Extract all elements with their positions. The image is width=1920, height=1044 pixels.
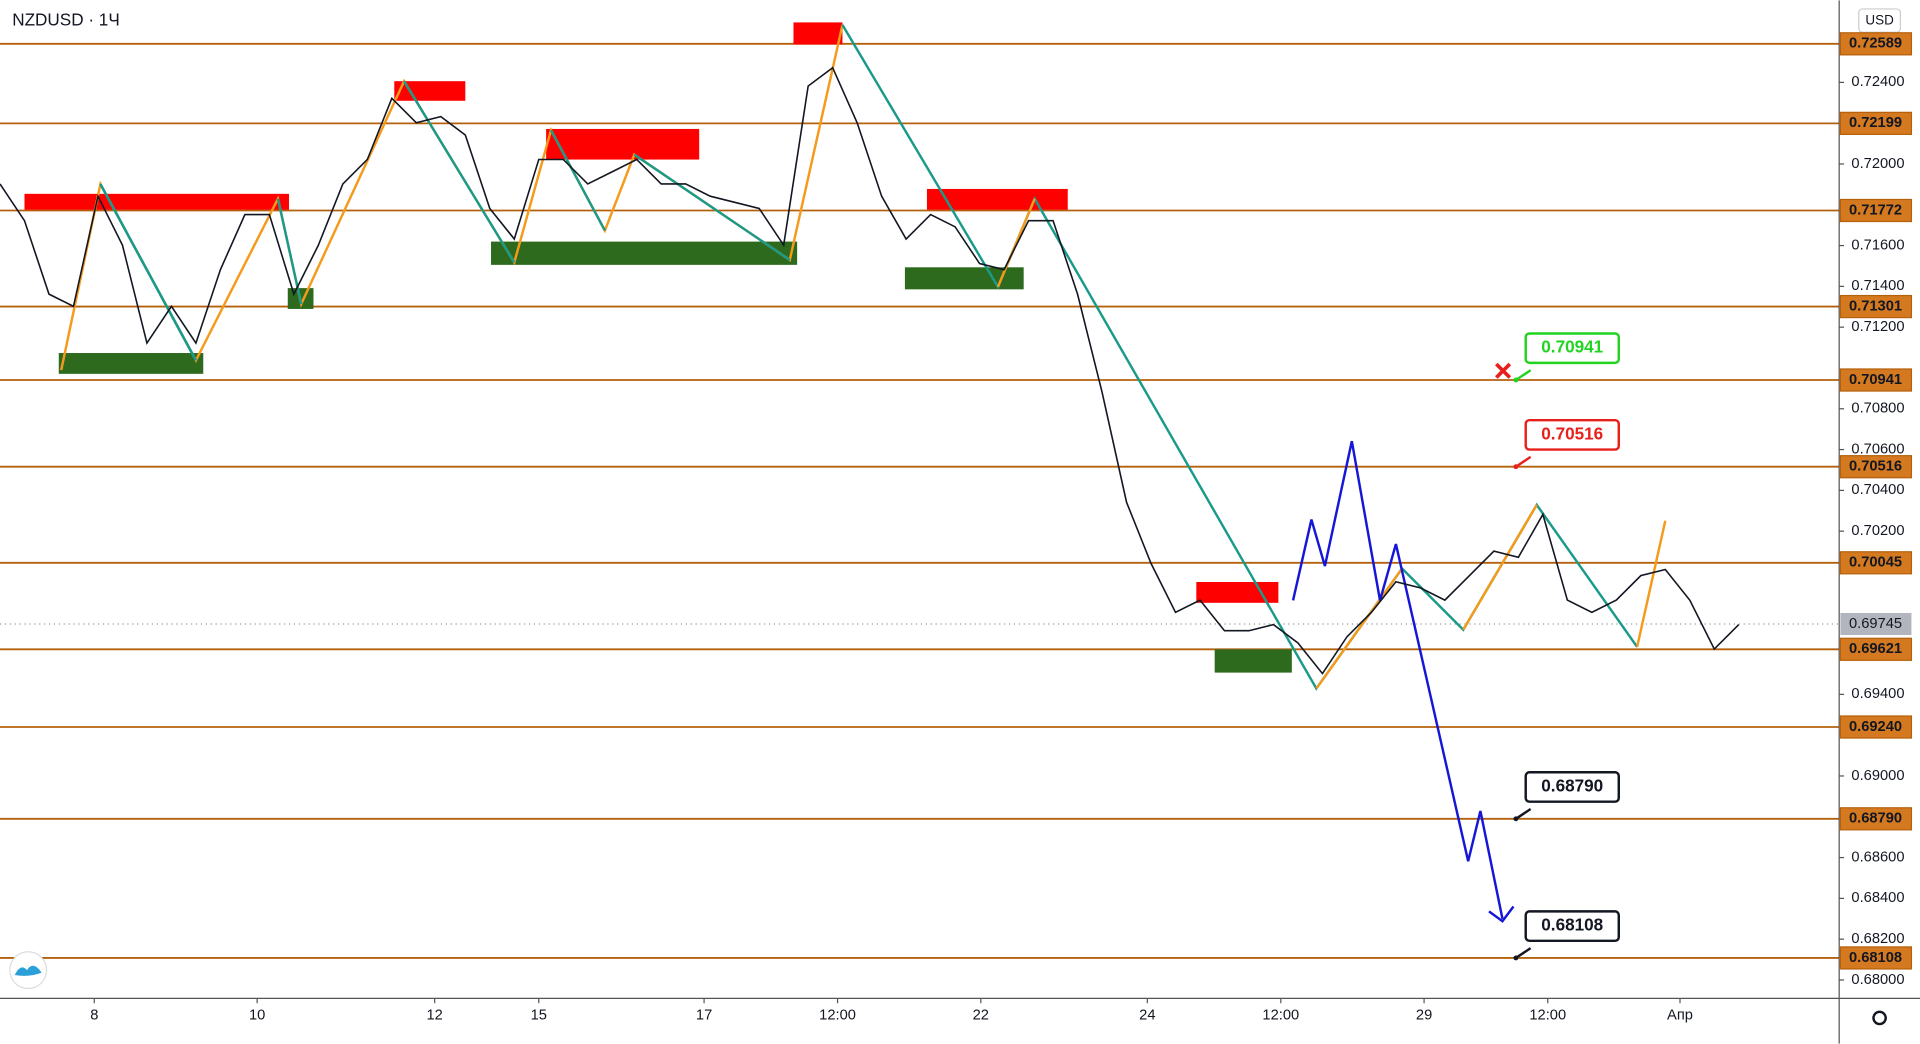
currency: USD [1865,13,1894,28]
cancel-mark [1495,362,1512,379]
support-zone [1214,649,1292,673]
x-tick-label: 17 [696,1007,712,1023]
forecast-arrow [1488,905,1515,923]
level-label: 0.71772 [1849,202,1902,218]
level-label-box [1839,111,1913,136]
y-tick-label: 0.72400 [1851,74,1904,90]
level-label: 0.70045 [1849,555,1902,571]
annotation-pointer [1515,369,1532,382]
zigzag-down [403,80,516,264]
level-label-box [1839,32,1913,56]
symbol-title: NZDUSD · 1Ч [12,10,120,30]
support-zone [904,267,1024,290]
annotation-text: 0.68108 [1541,915,1603,935]
level-label-box [1839,807,1913,831]
level-label: 0.69621 [1849,641,1902,657]
level-label: 0.72199 [1849,115,1902,131]
drawings [24,22,1667,923]
y-tick-label: 0.71400 [1851,278,1904,294]
level-label-box [1839,946,1913,970]
zigzag-down [549,129,606,232]
y-tick-label: 0.70400 [1851,482,1904,498]
annotation-box [1524,332,1620,365]
settings-button[interactable] [1872,1010,1887,1026]
level-label-box [1839,715,1913,739]
x-tick-label: 10 [249,1007,265,1023]
annotation-box [1524,771,1620,803]
level-label-box [1839,551,1913,575]
zigzag-down [99,183,197,361]
x-tick-label: 12:00 [1262,1007,1299,1023]
level-label: 0.72589 [1849,36,1902,52]
x-tick-label: Апр [1667,1007,1693,1023]
y-tick-label: 0.68400 [1851,890,1904,906]
y-tick-label: 0.70800 [1851,401,1904,417]
x-tick-label: 15 [531,1007,547,1023]
last-price-box [1840,612,1912,636]
annotation-box [1524,910,1620,943]
x-tick-label: 12:00 [819,1007,856,1023]
annotation-text: 0.70941 [1541,337,1603,357]
resistance-zone [546,128,700,160]
support-zone [491,241,798,265]
annotation-text: 0.68790 [1541,776,1603,796]
resistance-zone [24,193,289,210]
price-line [0,66,1740,675]
x-tick-label: 22 [973,1007,989,1023]
level-label-box [1839,198,1913,223]
y-tick-label: 0.68000 [1851,972,1904,988]
y-tick-label: 0.70600 [1851,441,1904,457]
resistance-zone [926,188,1068,210]
annotation-box [1524,418,1620,451]
support-zone [58,353,204,374]
annotation-pointer [1515,807,1532,820]
x-tick-label: 8 [90,1007,98,1023]
zigzag-up [1315,567,1404,690]
level-label: 0.70941 [1849,372,1902,388]
zigzag-down [633,153,791,261]
y-tick-label: 0.72000 [1851,156,1904,172]
y-tick-label: 0.71200 [1851,319,1904,335]
level-label: 0.68108 [1849,950,1902,966]
y-tick-label: 0.70200 [1851,523,1904,539]
last-price-label: 0.69745 [1849,616,1902,632]
y-tick-label: 0.71600 [1851,237,1904,253]
x-tick-label: 12 [427,1007,443,1023]
annotation-pointer [1515,455,1532,468]
x-tick-label: 24 [1139,1007,1155,1023]
level-label-box [1839,455,1913,479]
zigzag-up [996,198,1036,288]
level-label: 0.69240 [1849,719,1902,735]
zigzag-up [1462,504,1538,631]
level-label-box [1839,637,1913,661]
annotation-pointer [1515,947,1532,959]
level-label-box [1839,294,1913,319]
x-tick-label: 12:00 [1529,1007,1566,1023]
zigzag-up [1635,520,1667,648]
level-label: 0.68790 [1849,811,1902,827]
resistance-zone [793,22,843,45]
level-label: 0.71301 [1849,298,1902,314]
y-tick-label: 0.69000 [1851,768,1904,784]
annotation-text: 0.70516 [1541,423,1603,443]
x-tick-label: 29 [1416,1007,1432,1023]
y-tick-label: 0.68200 [1851,931,1904,947]
y-tick-label: 0.69400 [1851,686,1904,702]
level-label: 0.70516 [1849,459,1902,475]
forecast-path [1291,440,1504,919]
logo-icon [14,965,42,976]
y-tick-label: 0.68600 [1851,849,1904,865]
level-label-box [1839,368,1913,392]
